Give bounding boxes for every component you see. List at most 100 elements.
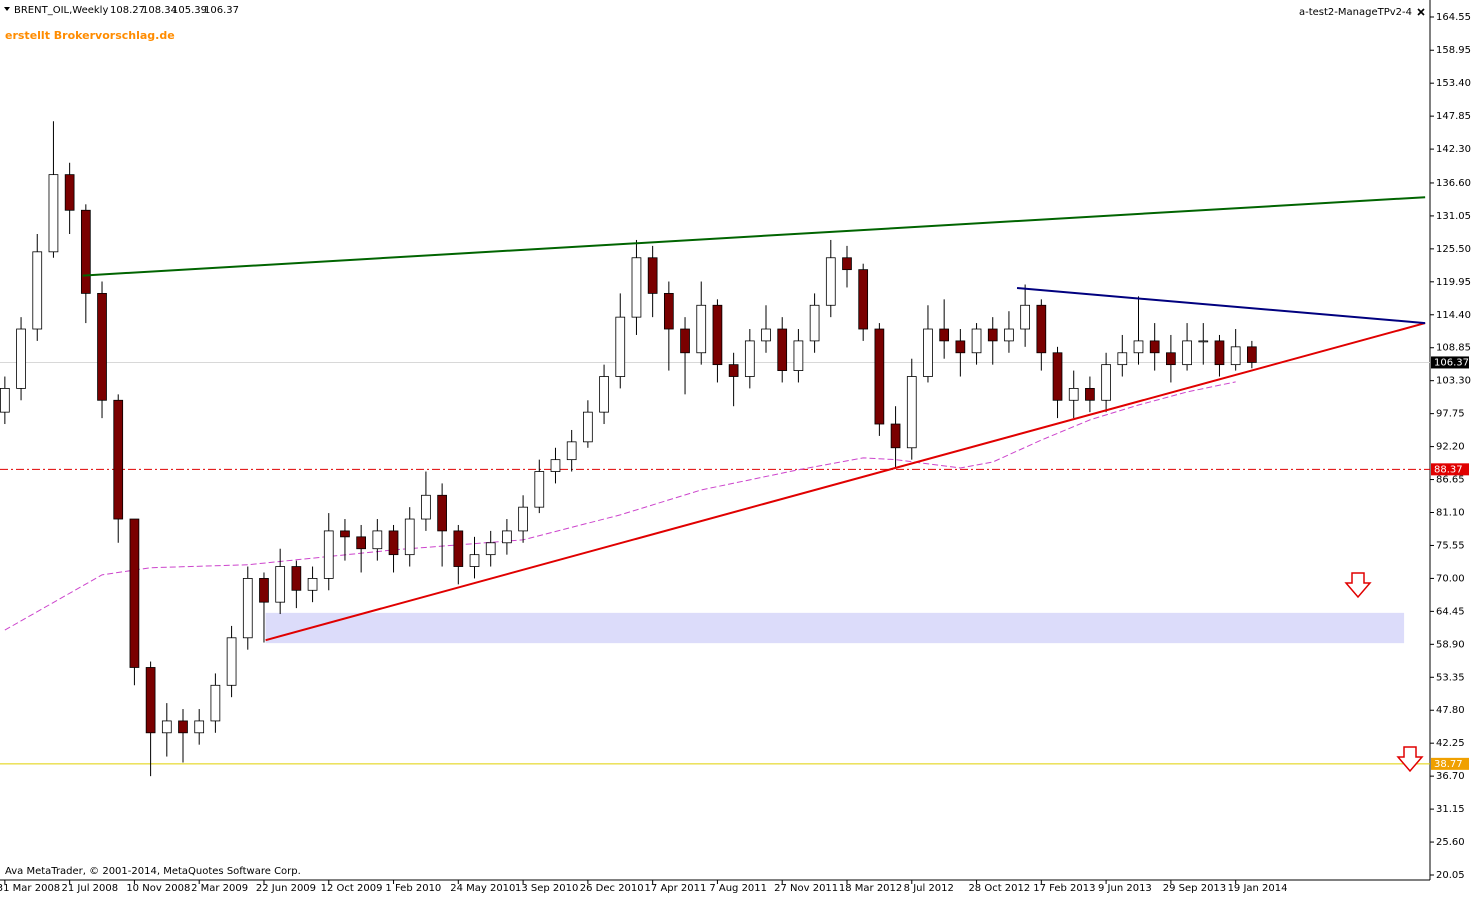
x-tick-label: 10 Nov 2008 (126, 883, 190, 894)
candle-body (388, 530, 399, 556)
candle-body (1149, 340, 1160, 354)
candle-body (194, 720, 205, 734)
ohlc-open: 108.27 (110, 5, 145, 16)
candle-body (1133, 340, 1144, 354)
trendline (265, 322, 1426, 642)
candle-body (987, 328, 998, 342)
candle-body (1036, 304, 1047, 354)
ohlc-high: 108.34 (142, 5, 177, 16)
candle-body (1101, 364, 1111, 401)
x-tick-label: 17 Apr 2011 (645, 883, 707, 894)
candle-body (809, 304, 820, 342)
candle-body (1247, 346, 1257, 363)
candle-body (259, 578, 269, 603)
y-tick-label: 114.40 (1436, 310, 1471, 321)
candle-body (178, 720, 188, 734)
x-tick-label: 19 Jan 2014 (1228, 883, 1288, 894)
candle-body (566, 441, 577, 461)
candle-body (97, 292, 107, 401)
candle-body (761, 328, 771, 342)
x-tick-label: 26 Dec 2010 (580, 883, 644, 894)
y-tick-label: 31.15 (1436, 804, 1465, 815)
candle-body (825, 257, 836, 306)
candle-body (80, 209, 91, 294)
candle-body (453, 530, 464, 567)
candle-body (421, 494, 431, 520)
candle-body (890, 423, 901, 449)
y-tick-label: 47.80 (1436, 705, 1465, 716)
x-tick-label: 24 May 2010 (450, 883, 515, 894)
y-tick-label: 97.75 (1436, 409, 1465, 420)
candle-body (1085, 387, 1095, 401)
menu-triangle[interactable] (4, 7, 10, 11)
price-level-box (1431, 757, 1469, 770)
candle-body (777, 328, 788, 371)
y-tick-label: 36.70 (1436, 771, 1465, 782)
candle-body (1230, 346, 1241, 366)
candle-body (356, 536, 366, 550)
y-tick-label: 58.90 (1436, 639, 1465, 650)
candle-body (161, 720, 172, 734)
trendline (1016, 287, 1426, 325)
price-level-label: 106.37 (1434, 357, 1469, 368)
x-tick-label: 29 Sep 2013 (1163, 883, 1226, 894)
y-tick-label: 147.85 (1436, 111, 1471, 122)
candle-body (210, 684, 221, 722)
candle-body (113, 399, 124, 520)
candle-body (599, 376, 609, 413)
y-tick-label: 153.40 (1436, 78, 1471, 89)
candle-body (129, 518, 140, 668)
candle-body (631, 257, 642, 318)
candle-body (583, 411, 593, 443)
candle-body (615, 316, 626, 377)
candle-body (437, 494, 447, 532)
y-tick-label: 42.25 (1436, 738, 1465, 749)
y-tick-label: 92.20 (1436, 442, 1465, 453)
candle-body (696, 304, 707, 354)
y-tick-label: 20.05 (1436, 870, 1465, 881)
candle-body (275, 566, 286, 603)
candle-body (1020, 304, 1030, 330)
candle-body (939, 328, 950, 342)
x-tick-label: 31 Mar 2008 (0, 883, 60, 894)
candle-body (858, 269, 869, 330)
x-tick-label: 2 Mar 2009 (191, 883, 248, 894)
y-tick-label: 75.55 (1436, 540, 1465, 551)
y-tick-label: 86.65 (1436, 475, 1465, 486)
candle-body (906, 376, 917, 449)
candle-body (518, 506, 528, 532)
trendline (82, 196, 1426, 277)
candle-body (145, 667, 156, 734)
x-tick-label: 12 Oct 2009 (321, 883, 383, 894)
indicator-name: a-test2-ManageTPv2-4 (1299, 7, 1412, 18)
y-tick-label: 64.45 (1436, 606, 1465, 617)
candle-body (469, 554, 480, 567)
candle-body (16, 328, 26, 389)
moving-average (4, 381, 1236, 631)
y-tick-label: 164.55 (1436, 12, 1471, 23)
price-level-label: 88.37 (1434, 464, 1463, 475)
candle-body (32, 251, 43, 330)
candle-body (0, 387, 10, 413)
candle-body (663, 292, 674, 330)
x-tick-label: 13 Sep 2010 (515, 883, 578, 894)
candle-body (1117, 352, 1128, 366)
candle-body (728, 364, 739, 377)
candle-body (712, 304, 723, 366)
candle-body (48, 174, 59, 253)
candle-body (955, 340, 966, 354)
ohlc-low: 105.39 (172, 5, 207, 16)
price-level-box (1431, 463, 1469, 476)
candle-body (502, 530, 512, 544)
close-button[interactable] (1417, 8, 1425, 16)
candle-body (842, 257, 852, 271)
price-level-label: 38.77 (1434, 759, 1463, 770)
candle-body (485, 542, 496, 556)
y-tick-label: 70.00 (1436, 573, 1465, 584)
candle-body (1068, 387, 1079, 401)
x-tick-label: 17 Feb 2013 (1033, 883, 1095, 894)
candle-body (1004, 328, 1014, 342)
y-tick-label: 25.60 (1436, 837, 1465, 848)
